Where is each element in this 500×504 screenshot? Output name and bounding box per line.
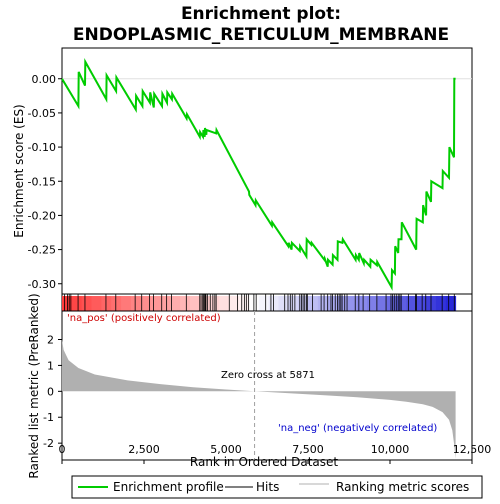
rank-gradient-segment [180, 296, 190, 311]
rank-gradient-segment [101, 296, 111, 311]
metric-ytick-label: 1 [47, 359, 54, 372]
rank-gradient-segment [318, 296, 328, 311]
es-ytick-label: -0.25 [28, 244, 56, 257]
rank-gradient-segment [92, 296, 102, 311]
rank-gradient-segment [229, 296, 239, 311]
na-neg-label: 'na_neg' (negatively correlated) [278, 423, 437, 434]
legend-metric-label: Ranking metric scores [336, 480, 469, 494]
es-ytick-label: 0.00 [32, 73, 57, 86]
metric-yticks: 2 1 0 -1 -2 [43, 334, 62, 451]
rank-gradient-segment [367, 296, 377, 311]
rank-gradient-segment [219, 296, 229, 311]
es-panel [62, 48, 472, 294]
legend-hits-label: Hits [256, 480, 279, 494]
xtick-label: 10,000 [371, 443, 410, 456]
metric-ytick-label: -2 [43, 437, 54, 450]
chart-title-line2: ENDOPLASMIC_RETICULUM_MEMBRANE [73, 25, 449, 45]
metric-ylabel: Ranked list metric (PreRanked) [27, 293, 41, 478]
es-ytick-label: -0.10 [28, 141, 56, 154]
metric-ytick-label: -1 [43, 411, 54, 424]
xtick-label: 0 [59, 443, 66, 456]
rank-gradient-segment [288, 296, 298, 311]
metric-ytick-label: 2 [47, 334, 54, 347]
xtick-label: 12,500 [453, 443, 492, 456]
rank-gradient-segment [436, 296, 446, 311]
rank-gradient-segment [190, 296, 200, 311]
x-axis-label: Rank in Ordered Dataset [190, 455, 338, 469]
zero-cross-label: Zero cross at 5871 [221, 370, 315, 381]
na-pos-label: 'na_pos' (positively correlated) [67, 313, 221, 324]
rank-gradient-segment [278, 296, 288, 311]
es-ytick-label: -0.20 [28, 209, 56, 222]
es-yticks: 0.00 -0.05 -0.10 -0.15 -0.20 -0.25 -0.30 [28, 73, 62, 291]
rank-gradient-segment [82, 296, 92, 311]
rank-gradient-segment [387, 296, 397, 311]
xtick-label: 2,500 [128, 443, 160, 456]
rank-gradient-segment [121, 296, 131, 311]
rank-gradient-segment [347, 296, 357, 311]
es-ylabel: Enrichment score (ES) [12, 104, 26, 237]
es-ytick-label: -0.05 [28, 107, 56, 120]
rank-gradient-segment [131, 296, 141, 311]
rank-gradient-segment [259, 296, 269, 311]
legend-es-label: Enrichment profile [113, 480, 224, 494]
rank-gradient-segment [416, 296, 426, 311]
chart-title-line1: Enrichment plot: [181, 4, 341, 24]
rank-gradient-segment [151, 296, 161, 311]
rank-gradient-segment [308, 296, 318, 311]
rank-gradient-bar [62, 296, 456, 311]
rank-gradient-segment [72, 296, 82, 311]
metric-ytick-label: 0 [47, 385, 54, 398]
rank-gradient-segment [111, 296, 121, 311]
es-ytick-label: -0.30 [28, 278, 56, 291]
es-ytick-label: -0.15 [28, 175, 56, 188]
